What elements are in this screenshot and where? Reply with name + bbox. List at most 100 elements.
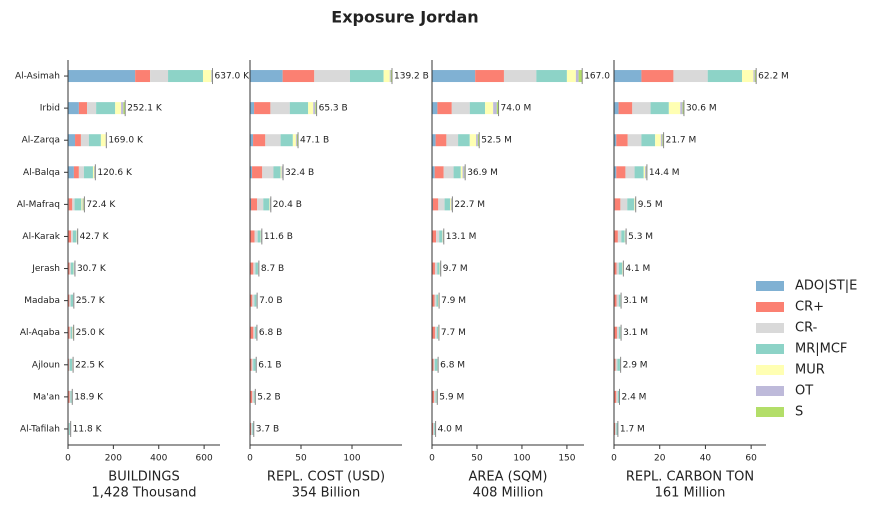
bar-segment [614,102,619,115]
bar-segment [87,102,97,115]
bar-segment [434,294,437,307]
total-label: 7.0 B [259,296,282,306]
total-label: 62.2 M [758,72,789,82]
bar-segment [251,422,253,435]
bar-segment [82,198,84,211]
bar-segment [250,358,252,371]
bar-segment [660,134,663,147]
bar-segment [432,134,436,147]
legend-label: CR- [795,321,818,336]
total-label: 47.1 B [300,136,329,146]
total-label: 74.0 M [501,104,532,114]
bar-segment [432,102,438,115]
bar-segment [73,166,79,179]
bar-segment [443,166,454,179]
bar-segment [69,390,71,403]
bar-segment [250,294,253,307]
bar-segment [616,422,618,435]
bar-segment [349,70,384,83]
bar-segment [69,358,73,371]
bar-segment [536,70,567,83]
bar-segment [614,422,616,435]
bar-segment [72,230,77,243]
bar-segment [614,134,617,147]
bar-segment [250,198,252,211]
bar-segment [615,422,617,435]
bar-segment [668,102,681,115]
bar-segment [662,134,664,147]
bar-segment [78,102,88,115]
bar-segment [254,230,258,243]
bar-segment [254,102,271,115]
x-axis-label: AREA (SQM) [468,470,547,485]
bar-segment [68,198,73,211]
total-label: 21.7 M [666,136,697,146]
bar-segment [655,134,661,147]
bar-segment [433,390,436,403]
bar-segment [72,198,75,211]
bar-segment [643,166,646,179]
y-tick-label: Al-Karak [22,232,60,242]
legend-swatch [756,281,784,291]
legend-label: MR|MCF [795,342,847,357]
bar-segment [314,70,350,83]
y-tick-label: Al-Tafilah [20,424,60,434]
total-label: 3.7 B [256,424,279,434]
bar-segment [432,326,435,339]
x-tick-label: 600 [196,454,213,464]
bar-segment [68,326,70,339]
bar-segment [250,422,252,435]
bar-segment [575,70,579,83]
x-tick-label: 150 [558,454,575,464]
bar-segment [254,294,257,307]
bar-segment [81,198,83,211]
bar-segment [434,422,436,435]
total-label: 22.7 M [454,200,485,210]
bar-segment [70,326,73,339]
x-tick-label: 60 [745,454,757,464]
bar-segment [619,326,621,339]
total-label: 139.2 B [394,72,429,82]
legend-swatch [756,386,784,396]
y-tick-label: Al-Aqaba [20,328,60,338]
bar-segment [211,70,212,83]
bar-segment [641,134,656,147]
bar-segment [458,134,470,147]
bar-segment [296,134,299,147]
total-label: 120.6 K [97,168,133,178]
bar-segment [253,134,266,147]
bar-segment [434,326,437,339]
bar-segment [450,198,452,211]
bar-segment [252,294,255,307]
total-label: 20.4 B [273,200,302,210]
bar-segment [614,198,621,211]
bar-segment [627,134,642,147]
bar-segment [432,166,435,179]
bar-segment [250,390,253,403]
bar-segment [614,166,617,179]
total-label: 13.1 M [446,232,477,242]
bar-segment [115,102,122,115]
legend-label: OT [795,384,813,399]
bar-segment [273,166,281,179]
bar-segment [250,166,253,179]
bar-segment [434,262,438,275]
bar-segment [462,166,465,179]
bar-segment [614,70,642,83]
bar-segment [100,134,106,147]
x-axis-sublabel: 1,428 Thousand [92,486,197,501]
total-label: 18.9 K [74,392,104,402]
total-label: 14.4 M [649,168,680,178]
bar-segment [432,422,435,435]
bar-segment [289,102,309,115]
bar-segment [92,166,95,179]
bar-segment [75,134,81,147]
x-tick-label: 100 [513,454,530,464]
bar-segment [578,70,583,83]
bar-segment [614,262,617,275]
bar-segment [434,358,438,371]
x-axis-sublabel: 354 Billion [292,486,361,501]
legend-swatch [756,323,784,333]
bar-segment [202,70,212,83]
x-axis-sublabel: 408 Million [473,486,544,501]
